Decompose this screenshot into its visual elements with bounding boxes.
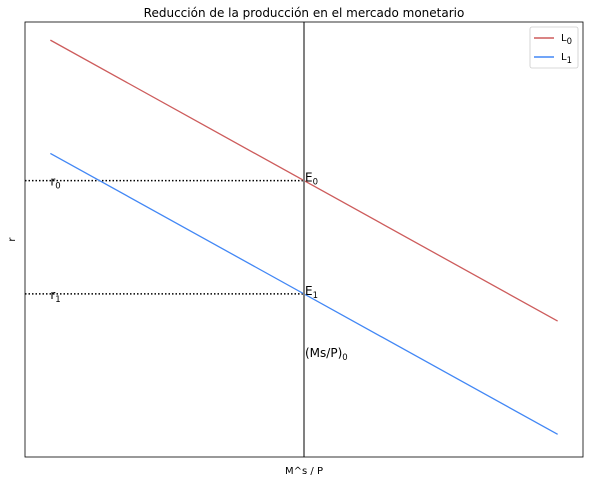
chart-title: Reducción de la producción en el mercado… [144, 6, 465, 20]
legend-label-0: L0 [561, 33, 572, 47]
money-supply-label: (Ms/P)0 [305, 346, 348, 363]
y-axis-label: r [7, 237, 18, 242]
x-axis-label: M^s / P [285, 466, 323, 477]
rate-label-0: r0 [50, 175, 60, 192]
plot-frame [24, 21, 584, 458]
rate-label-1: r1 [50, 288, 60, 305]
legend-label-1: L1 [561, 52, 572, 66]
